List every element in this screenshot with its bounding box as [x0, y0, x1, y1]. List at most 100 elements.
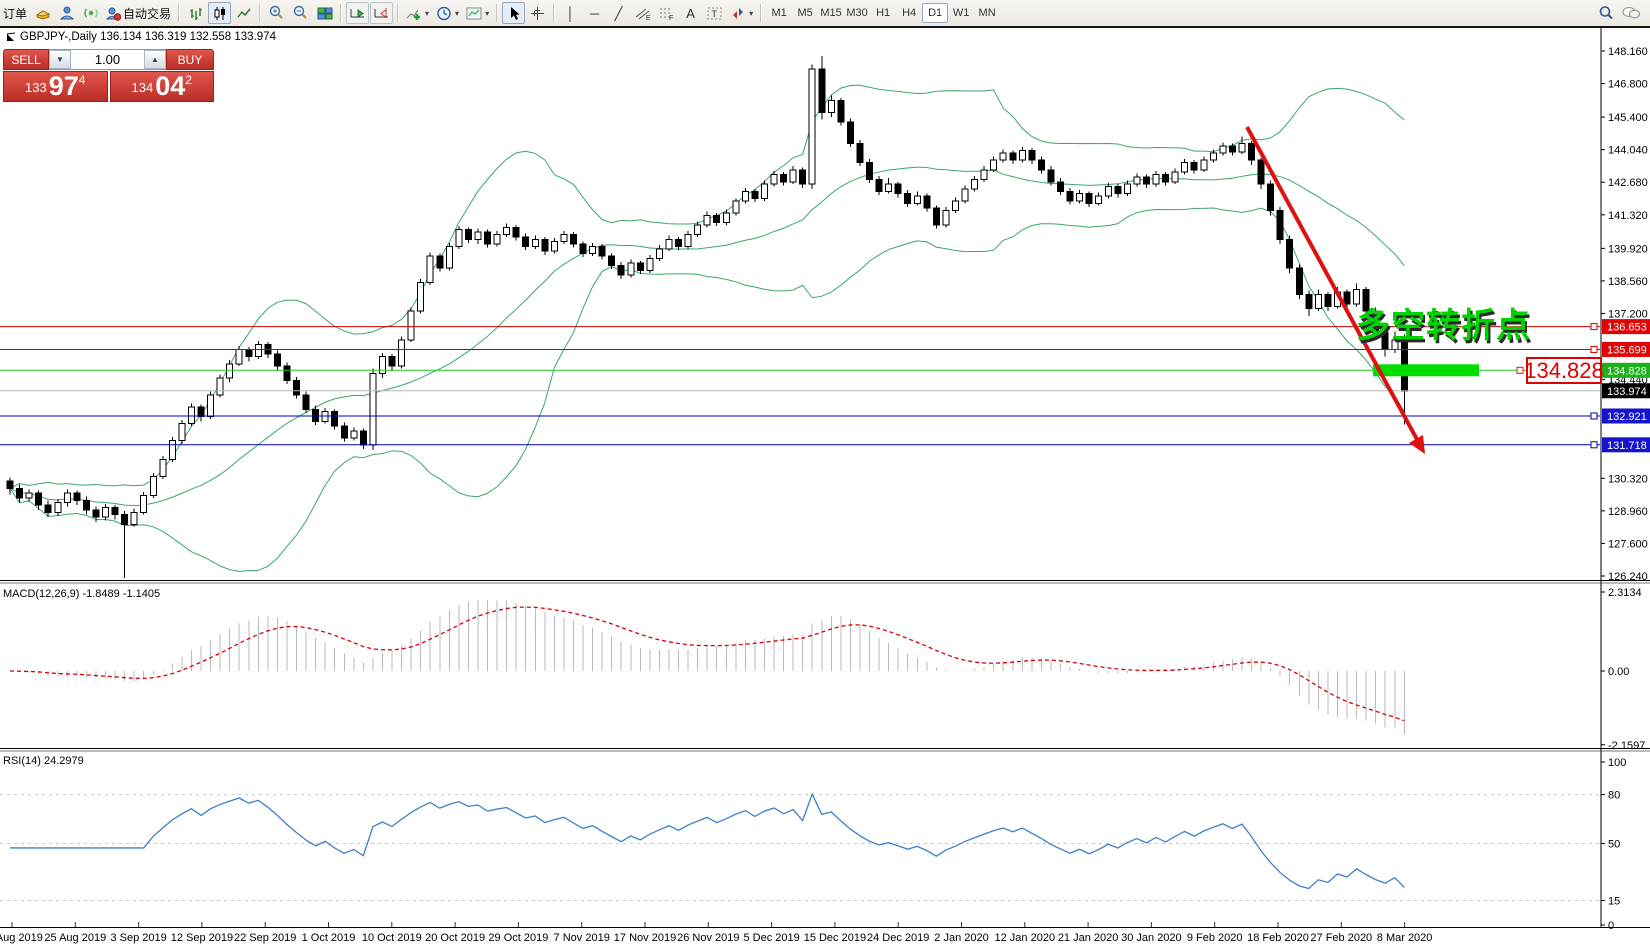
candle [1314, 293, 1322, 310]
candle [1018, 150, 1026, 161]
candle [770, 174, 778, 185]
candle [25, 492, 33, 499]
candle [197, 406, 205, 417]
periods-button[interactable]: ▾ [433, 2, 462, 24]
candle [846, 121, 854, 144]
date-label: 22 Sep 2019 [233, 932, 297, 944]
arrows-button[interactable]: ▾ [727, 2, 756, 24]
level-lines [0, 323, 1600, 449]
timeframe-M30[interactable]: M30 [846, 7, 868, 19]
indicators-button[interactable]: ▾ [403, 2, 432, 24]
buy-button[interactable]: BUY [166, 49, 214, 70]
date-label: 5 Dec 2019 [743, 932, 800, 944]
volume-input[interactable]: 1.00 [71, 50, 144, 69]
timeframe-M5[interactable]: M5 [797, 7, 813, 19]
timeframe-MN[interactable]: MN [978, 7, 996, 19]
candle [1295, 267, 1303, 295]
toolbar-separator [259, 4, 262, 22]
signals-button[interactable] [79, 2, 102, 24]
chart-canvas[interactable]: 148.160 146.800 145.400 144.040 142.680 141.3… [0, 26, 1650, 949]
candle [1248, 142, 1255, 161]
candle [273, 353, 281, 367]
candle [971, 178, 979, 190]
volume-up-button[interactable]: ▲ [144, 50, 166, 69]
candle [1057, 181, 1064, 192]
spin-up-icon: ▲ [151, 55, 159, 64]
text-button[interactable]: A [679, 2, 702, 24]
sell-price-button[interactable]: 133 97 4 [3, 71, 108, 102]
timeframe-M15[interactable]: M15 [820, 7, 842, 19]
candle [283, 365, 291, 382]
candle [913, 195, 921, 204]
date-label: 27 Feb 2020 [1310, 932, 1373, 944]
svg-text:F: F [669, 15, 673, 21]
equidistant-channel-button[interactable]: E [631, 2, 654, 24]
bar-chart-button[interactable] [184, 2, 207, 24]
candle [1372, 310, 1380, 334]
svg-text:135.699: 135.699 [1607, 344, 1647, 356]
trendline-button[interactable]: ╱ [607, 2, 630, 24]
candle [484, 231, 491, 245]
cursor-button[interactable] [502, 2, 526, 24]
fibonacci-button[interactable]: F [655, 2, 678, 24]
crosshair-button[interactable] [526, 2, 549, 24]
line-chart-button[interactable] [232, 2, 255, 24]
timeframe-D1[interactable]: D1 [922, 3, 949, 23]
accounts-button[interactable] [55, 2, 78, 24]
tile-windows-button[interactable] [313, 2, 336, 24]
candle [541, 238, 549, 252]
candle [1104, 186, 1112, 197]
candle [560, 233, 568, 243]
zoom-in-button[interactable] [265, 2, 288, 24]
candle [569, 233, 577, 245]
date-label: 26 Nov 2019 [677, 932, 740, 944]
buy-price-button[interactable]: 134 04 2 [109, 71, 214, 102]
new-order-button[interactable]: 订单 [0, 2, 30, 24]
horizontal-line-button[interactable]: ─ [583, 2, 606, 24]
chat-button[interactable] [1618, 2, 1644, 24]
candle [760, 183, 768, 200]
search-button[interactable] [1595, 2, 1618, 24]
candle [388, 356, 396, 367]
templates-button[interactable]: ▾ [463, 2, 492, 24]
svg-text:0: 0 [1608, 920, 1614, 932]
candle [1324, 293, 1332, 307]
autoscroll-button[interactable] [346, 2, 370, 24]
date-label: 20 Oct 2019 [425, 932, 486, 944]
text-label-button[interactable]: T [703, 2, 726, 24]
sell-button[interactable]: SELL [3, 49, 49, 70]
candle [302, 394, 310, 410]
candle [980, 169, 988, 180]
candle [1037, 159, 1045, 171]
line-endpoint-marker [1516, 366, 1524, 374]
autotrading-button[interactable]: 自动交易 [103, 2, 174, 24]
date-label: 15 Dec 2019 [803, 932, 867, 944]
svg-text:148.160: 148.160 [1608, 46, 1648, 58]
timeframe-H1[interactable]: H1 [876, 7, 891, 19]
price-badge [1602, 319, 1650, 335]
candlestick-chart-button[interactable] [208, 2, 232, 24]
templates-icon [466, 7, 482, 19]
toolbar-separator [340, 4, 343, 22]
zoom-out-button[interactable] [289, 2, 312, 24]
one-click-trading-panel: SELL ▼ 1.00 ▲ BUY 133 97 4 134 04 2 [3, 49, 214, 102]
rsi-line [10, 792, 1405, 890]
candle [73, 492, 81, 501]
volume-down-button[interactable]: ▼ [49, 50, 71, 69]
vertical-line-button[interactable]: │ [559, 2, 582, 24]
candle [751, 190, 759, 200]
timeframe-H4[interactable]: H4 [902, 7, 917, 19]
chart-shift-button[interactable] [370, 2, 394, 24]
candle [474, 231, 482, 240]
signals-icon [83, 8, 98, 18]
svg-text:50: 50 [1608, 839, 1620, 851]
price-badge [1602, 341, 1650, 357]
timeframe-M1[interactable]: M1 [771, 7, 787, 19]
market-depth-button[interactable] [31, 2, 54, 24]
date-label: 12 Sep 2019 [170, 932, 234, 944]
timeframe-W1[interactable]: W1 [952, 7, 970, 19]
svg-text:126.240: 126.240 [1608, 571, 1648, 583]
candle [407, 310, 415, 341]
candle [856, 142, 864, 164]
